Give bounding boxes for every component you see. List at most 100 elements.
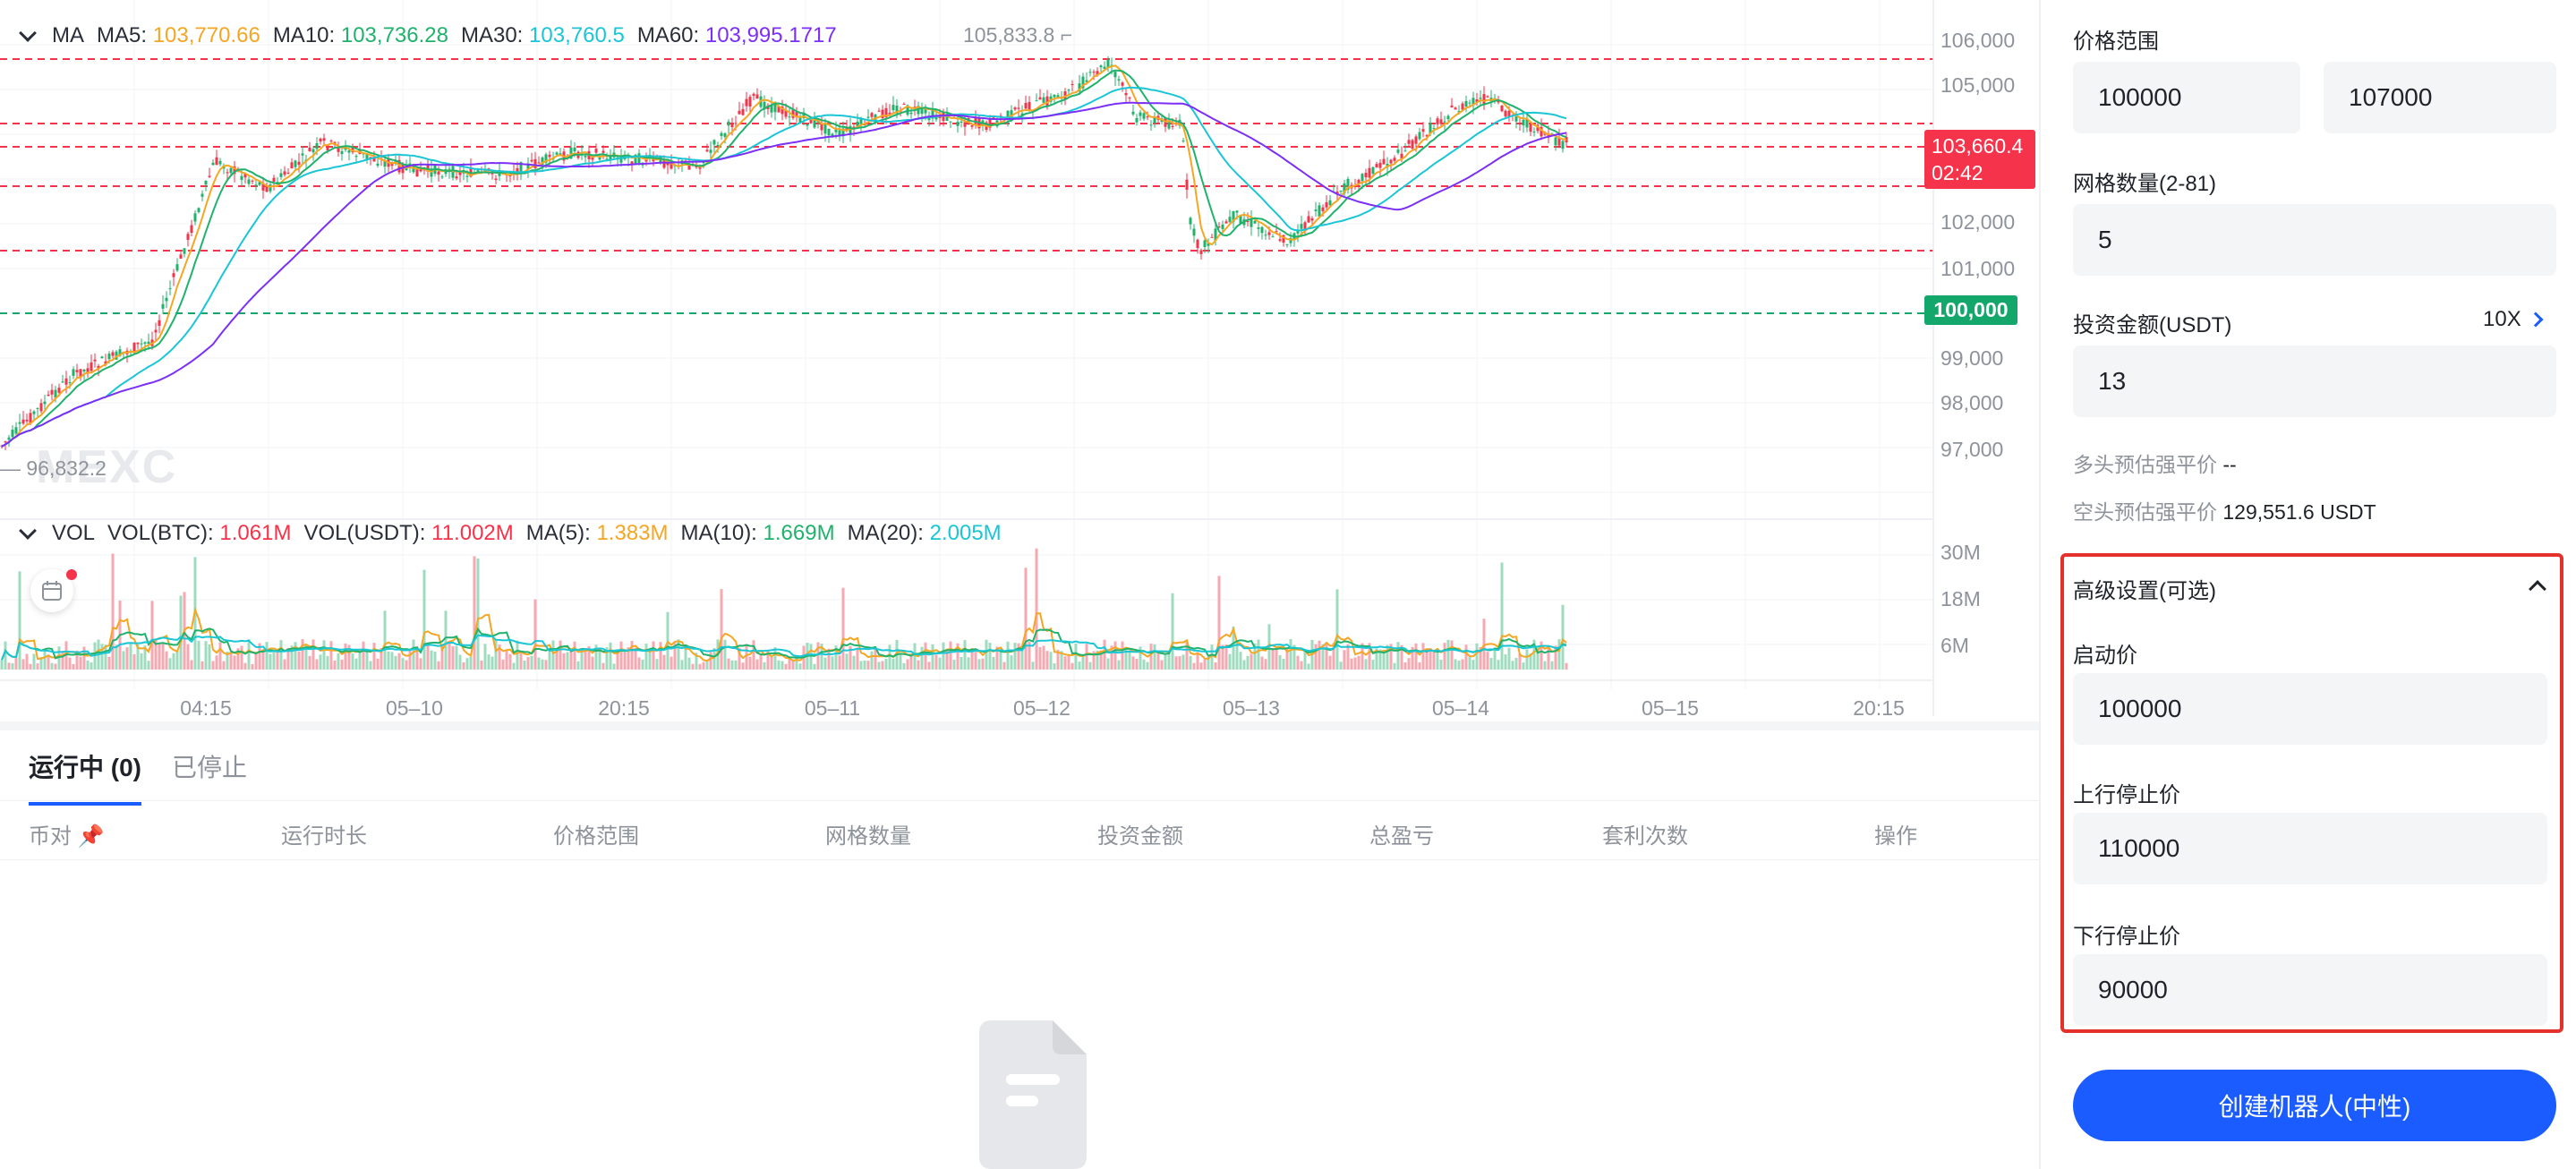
volume-bar xyxy=(218,642,222,670)
volume-bar xyxy=(215,655,218,670)
volume-bar xyxy=(1056,649,1060,670)
volume-bar xyxy=(841,587,845,670)
candle-body xyxy=(344,147,347,150)
volume-bar xyxy=(709,652,712,670)
candle-body xyxy=(1507,110,1511,117)
tabs-divider xyxy=(0,800,2039,801)
time-axis-label: 20:15 xyxy=(1853,696,1905,720)
tab-stopped[interactable]: 已停止 xyxy=(172,754,248,781)
volume-bar xyxy=(1232,626,1235,670)
volume-bar xyxy=(1554,645,1557,670)
candle-body xyxy=(559,153,562,155)
volume-bar xyxy=(0,660,4,670)
candle-body xyxy=(1446,115,1450,120)
candle-body xyxy=(1006,110,1010,119)
candle-body xyxy=(455,176,458,179)
candle-body xyxy=(1271,236,1275,238)
table-header-divider xyxy=(0,859,2039,860)
candle-body xyxy=(1135,118,1139,123)
volume-bar xyxy=(394,655,397,670)
volume-bar xyxy=(888,644,891,670)
candle-body xyxy=(365,154,369,160)
candle-body xyxy=(118,349,122,356)
volume-bar xyxy=(1357,655,1361,670)
price-max-input[interactable]: 107000 xyxy=(2324,62,2556,133)
volume-bar xyxy=(469,656,473,670)
candle-body xyxy=(1443,121,1446,123)
volume-bar xyxy=(279,640,283,670)
candle-body xyxy=(770,105,773,113)
kline-chart[interactable] xyxy=(0,0,2039,716)
volume-bar xyxy=(601,662,605,670)
grid-count-input[interactable]: 5 xyxy=(2073,204,2556,276)
candle-body xyxy=(1325,202,1328,208)
volume-bar xyxy=(723,639,727,670)
volume-bar xyxy=(1146,661,1149,670)
candle-body xyxy=(1121,82,1124,86)
advanced-settings-section xyxy=(2060,553,2563,1033)
candle-body xyxy=(852,126,856,129)
leverage-selector[interactable]: 10X xyxy=(2483,307,2544,332)
lower-stop-input[interactable]: 90000 xyxy=(2073,954,2547,1026)
volume-bar xyxy=(759,653,763,670)
ma-legend: MA MA5: 103,770.66 MA10: 103,736.28 MA30… xyxy=(18,23,837,48)
candle-body xyxy=(1314,209,1318,211)
volume-bar xyxy=(985,639,988,670)
volume-bar xyxy=(240,645,243,670)
chevron-down-icon[interactable] xyxy=(19,522,37,540)
volume-bar xyxy=(1514,657,1518,670)
candle-body xyxy=(1078,83,1081,92)
volume-bar xyxy=(738,647,741,670)
volume-bar xyxy=(1418,661,1421,670)
candle-body xyxy=(788,116,791,118)
price-axis-label: 105,000 xyxy=(1941,73,2016,97)
volume-bar xyxy=(516,640,519,670)
volume-bar xyxy=(1400,644,1403,670)
candle-body xyxy=(1099,65,1103,68)
candle-body xyxy=(258,182,261,185)
chevron-down-icon[interactable] xyxy=(19,24,37,42)
volume-bar xyxy=(766,650,770,670)
candle-body xyxy=(1285,243,1289,245)
candle-body xyxy=(265,186,269,192)
volume-bar xyxy=(884,659,888,670)
candle-body xyxy=(884,107,888,118)
volume-bar xyxy=(526,657,530,670)
candle-body xyxy=(326,145,329,151)
high-price-marker: 105,833.8 ⌐ xyxy=(963,23,1073,47)
volume-bar xyxy=(1092,651,1096,670)
volume-bar xyxy=(573,641,576,670)
volume-bar xyxy=(548,648,551,670)
candle-body xyxy=(1432,128,1436,130)
candle-body xyxy=(200,193,204,197)
volume-bar xyxy=(168,658,172,670)
candle-body xyxy=(75,370,79,372)
tab-running[interactable]: 运行中 (0) xyxy=(29,748,142,806)
volume-bar xyxy=(140,653,143,670)
time-axis-label: 05–15 xyxy=(1642,696,1699,720)
investment-input[interactable]: 13 xyxy=(2073,346,2556,417)
candle-body xyxy=(1028,102,1031,111)
volume-bar xyxy=(899,653,902,670)
volume-bar xyxy=(136,644,140,670)
candle-body xyxy=(354,156,358,158)
volume-bar xyxy=(673,643,677,670)
candle-body xyxy=(845,126,849,131)
candle-body xyxy=(841,128,845,137)
volume-bar xyxy=(122,651,125,670)
candle-body xyxy=(881,109,884,118)
grid-bot-form: 价格范围 100000 107000 网格数量(2-81) 5 投资金额(USD… xyxy=(2041,0,2576,1169)
volume-bar xyxy=(405,660,408,670)
candle-body xyxy=(687,165,691,170)
price-min-input[interactable]: 100000 xyxy=(2073,62,2300,133)
create-bot-button[interactable]: 创建机器人(中性) xyxy=(2073,1070,2556,1141)
header-pair[interactable]: 币对 📌 xyxy=(29,824,105,849)
candle-body xyxy=(1045,96,1049,107)
candle-body xyxy=(1124,92,1128,96)
candle-body xyxy=(372,158,376,162)
volume-bar xyxy=(970,648,974,670)
trigger-price-input[interactable]: 100000 xyxy=(2073,673,2547,745)
advanced-settings-title[interactable]: 高级设置(可选) xyxy=(2073,579,2216,603)
upper-stop-input[interactable]: 110000 xyxy=(2073,813,2547,884)
candle-body xyxy=(1457,111,1461,113)
